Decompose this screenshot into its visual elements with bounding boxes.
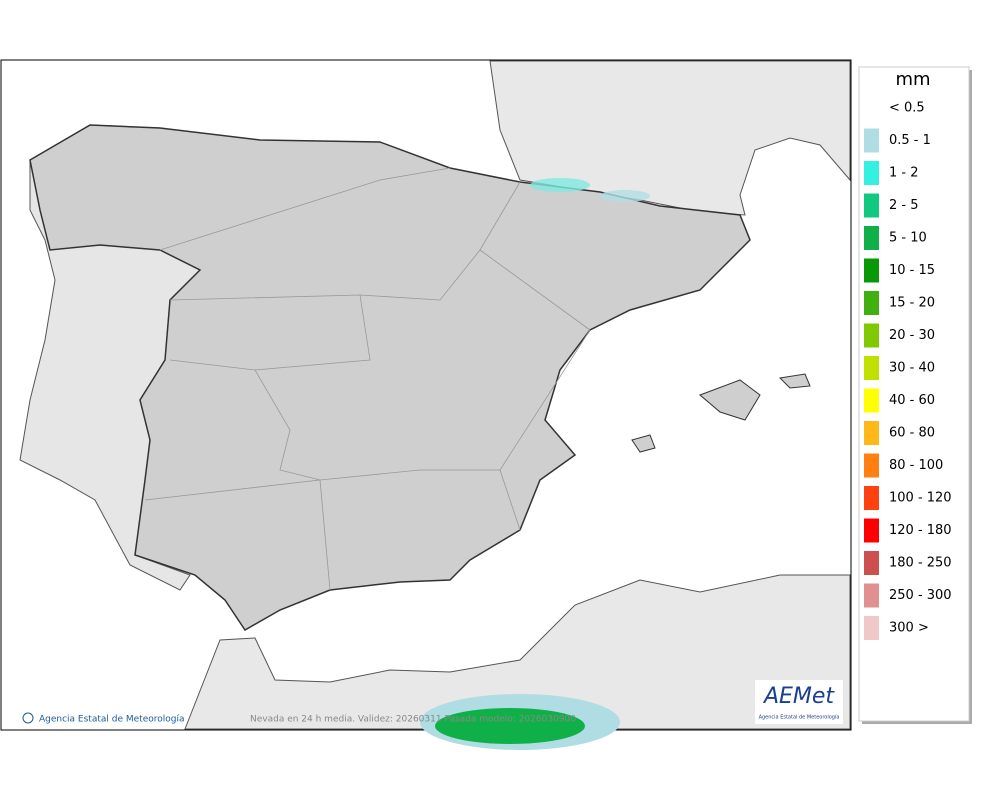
legend-label: 60 - 80 xyxy=(889,426,935,441)
legend-swatch xyxy=(864,128,879,153)
legend-label: 10 - 15 xyxy=(889,263,935,278)
legend-label: 2 - 5 xyxy=(889,198,919,213)
legend-swatch xyxy=(864,551,879,575)
legend-label: 0.5 - 1 xyxy=(889,133,931,148)
footer-caption: Nevada en 24 h media. Validez: 20260311 … xyxy=(250,715,576,725)
africa xyxy=(184,574,851,730)
legend-swatch xyxy=(864,518,879,543)
legend: mm < 0.5 0.5 - 1 1 - 2 2 - 5 5 - 10 10 - 15 15… xyxy=(858,66,972,724)
legend-label: 1 - 2 xyxy=(889,166,919,181)
legend-swatch xyxy=(864,193,879,218)
menorca xyxy=(778,373,811,389)
legend-label: 100 - 120 xyxy=(889,491,952,506)
footer-credit: Agencia Estatal de Meteorología xyxy=(39,715,185,725)
copyright-icon xyxy=(22,712,34,724)
legend-label: 40 - 60 xyxy=(889,393,935,408)
legend-swatch xyxy=(864,291,879,315)
legend-label: 300 > xyxy=(889,621,929,636)
legend-label: 80 - 100 xyxy=(889,458,943,473)
legend-label: 180 - 250 xyxy=(889,556,952,571)
mallorca xyxy=(699,379,761,421)
legend-swatch xyxy=(864,453,879,478)
legend-label: 120 - 180 xyxy=(889,523,952,538)
snow-area xyxy=(435,708,585,744)
legend-swatch xyxy=(864,226,879,250)
legend-label: < 0.5 xyxy=(889,101,925,116)
legend-label: 250 - 300 xyxy=(889,588,952,603)
legend-swatch xyxy=(864,486,879,510)
logo-name: AEMet xyxy=(762,684,835,709)
legend-swatch xyxy=(864,161,879,185)
legend-swatch xyxy=(864,388,879,413)
regions xyxy=(144,167,591,591)
ibiza xyxy=(631,434,656,453)
legend-swatch xyxy=(864,323,879,348)
france xyxy=(489,60,851,216)
legend-label: 30 - 40 xyxy=(889,361,935,376)
snow-area xyxy=(600,190,650,202)
logo-subtitle: Agencia Estatal de Meteorología xyxy=(759,714,840,721)
legend-swatch xyxy=(864,616,879,640)
map: Agencia Estatal de Meteorología Nevada e… xyxy=(0,59,852,750)
legend-swatch xyxy=(864,583,879,608)
legend-label: 5 - 10 xyxy=(889,231,927,246)
legend-label: 20 - 30 xyxy=(889,328,935,343)
legend-label: 15 - 20 xyxy=(889,296,935,311)
logo-box xyxy=(755,680,843,724)
legend-swatch xyxy=(864,421,879,445)
legend-swatch xyxy=(864,258,879,283)
legend-swatch xyxy=(864,356,879,380)
snow-area xyxy=(530,178,590,192)
legend-unit: mm xyxy=(895,69,930,90)
